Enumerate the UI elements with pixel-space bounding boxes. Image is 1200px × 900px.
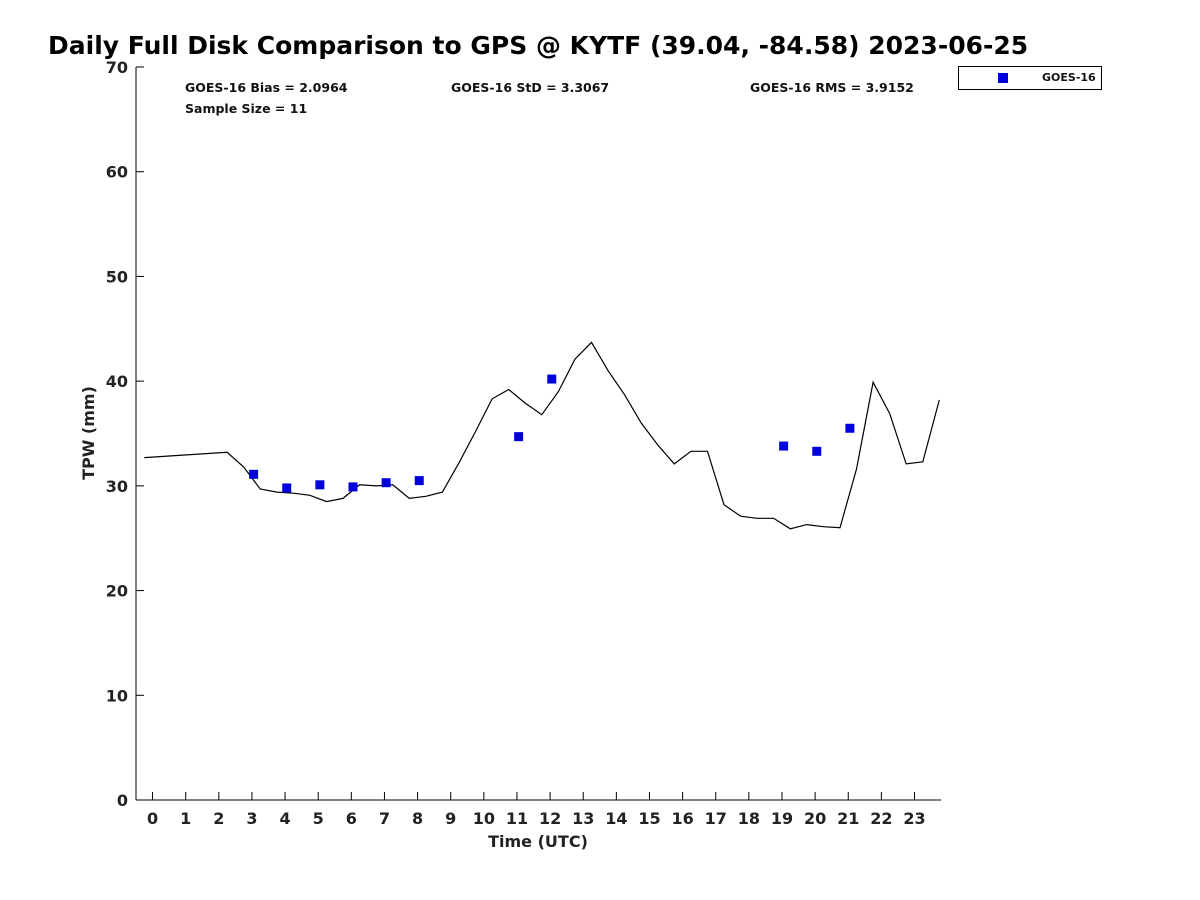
x-tick-label: 18 <box>738 809 760 828</box>
legend: GOES-16 <box>958 66 1102 90</box>
x-tick-label: 10 <box>473 809 495 828</box>
goes16-point <box>779 441 789 451</box>
goes16-point <box>547 374 557 384</box>
x-tick-label: 22 <box>870 809 892 828</box>
x-tick-label: 6 <box>346 809 357 828</box>
legend-box <box>958 66 1102 90</box>
x-tick-label: 21 <box>837 809 859 828</box>
goes16-point <box>249 469 259 479</box>
x-tick-label: 19 <box>771 809 793 828</box>
x-tick-label: 14 <box>605 809 627 828</box>
x-tick-label: 0 <box>147 809 158 828</box>
x-tick-label: 8 <box>412 809 423 828</box>
legend-label-goes16: GOES-16 <box>1042 71 1096 84</box>
y-axis-label: TPW (mm) <box>79 386 98 480</box>
x-tick-label: 11 <box>506 809 528 828</box>
stat-rms: GOES-16 RMS = 3.9152 <box>750 80 914 95</box>
stat-sample-size: Sample Size = 11 <box>185 101 307 116</box>
x-tick-label: 15 <box>638 809 660 828</box>
stat-bias: GOES-16 Bias = 2.0964 <box>185 80 348 95</box>
goes16-point <box>315 480 325 490</box>
x-tick-label: 3 <box>246 809 257 828</box>
x-tick-label: 20 <box>804 809 826 828</box>
x-tick-label: 12 <box>539 809 561 828</box>
y-tick-label: 50 <box>106 267 128 286</box>
chart-title: Daily Full Disk Comparison to GPS @ KYTF… <box>48 31 1028 60</box>
x-tick-label: 16 <box>671 809 693 828</box>
x-tick-label: 7 <box>379 809 390 828</box>
goes16-point <box>812 446 822 456</box>
y-tick-label: 30 <box>106 477 128 496</box>
gps-tpw-line <box>144 341 940 530</box>
y-tick-label: 10 <box>106 686 128 705</box>
y-tick-label: 20 <box>106 582 128 601</box>
y-tick-label: 0 <box>117 791 128 810</box>
y-tick-label: 70 <box>106 58 128 77</box>
x-tick-label: 5 <box>313 809 324 828</box>
x-tick-label: 1 <box>180 809 191 828</box>
goes16-points-layer <box>249 374 855 493</box>
gps-line-layer <box>144 341 940 530</box>
y-tick-label: 40 <box>106 372 128 391</box>
goes16-point <box>348 482 358 492</box>
x-tick-label: 13 <box>572 809 594 828</box>
legend-marker-goes16 <box>998 73 1008 83</box>
x-tick-label: 4 <box>280 809 291 828</box>
goes16-point <box>282 483 292 493</box>
goes16-point <box>514 432 524 442</box>
goes16-point <box>845 423 855 433</box>
x-tick-label: 23 <box>903 809 925 828</box>
stat-std: GOES-16 StD = 3.3067 <box>451 80 609 95</box>
goes16-point <box>381 478 391 488</box>
y-tick-label: 60 <box>106 163 128 182</box>
x-tick-label: 17 <box>705 809 727 828</box>
x-tick-label: 2 <box>213 809 224 828</box>
x-tick-label: 9 <box>445 809 456 828</box>
goes16-point <box>414 476 424 486</box>
x-axis-label: Time (UTC) <box>488 832 588 851</box>
